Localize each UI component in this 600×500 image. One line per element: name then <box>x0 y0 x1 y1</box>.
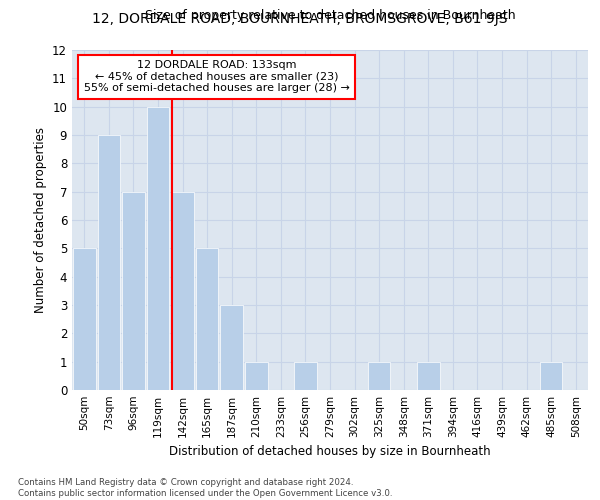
Bar <box>417 362 440 390</box>
Bar <box>73 248 95 390</box>
Bar <box>122 192 145 390</box>
Bar <box>196 248 218 390</box>
Y-axis label: Number of detached properties: Number of detached properties <box>34 127 47 313</box>
Bar <box>294 362 317 390</box>
Bar <box>98 135 120 390</box>
Text: Contains HM Land Registry data © Crown copyright and database right 2024.
Contai: Contains HM Land Registry data © Crown c… <box>18 478 392 498</box>
Bar <box>171 192 194 390</box>
Title: Size of property relative to detached houses in Bournheath: Size of property relative to detached ho… <box>145 10 515 22</box>
Text: 12 DORDALE ROAD: 133sqm
← 45% of detached houses are smaller (23)
55% of semi-de: 12 DORDALE ROAD: 133sqm ← 45% of detache… <box>83 60 349 94</box>
Bar <box>245 362 268 390</box>
Bar <box>540 362 562 390</box>
Text: 12, DORDALE ROAD, BOURNHEATH, BROMSGROVE, B61 9JS: 12, DORDALE ROAD, BOURNHEATH, BROMSGROVE… <box>92 12 508 26</box>
Bar <box>146 106 169 390</box>
X-axis label: Distribution of detached houses by size in Bournheath: Distribution of detached houses by size … <box>169 446 491 458</box>
Bar <box>368 362 391 390</box>
Bar <box>220 305 243 390</box>
